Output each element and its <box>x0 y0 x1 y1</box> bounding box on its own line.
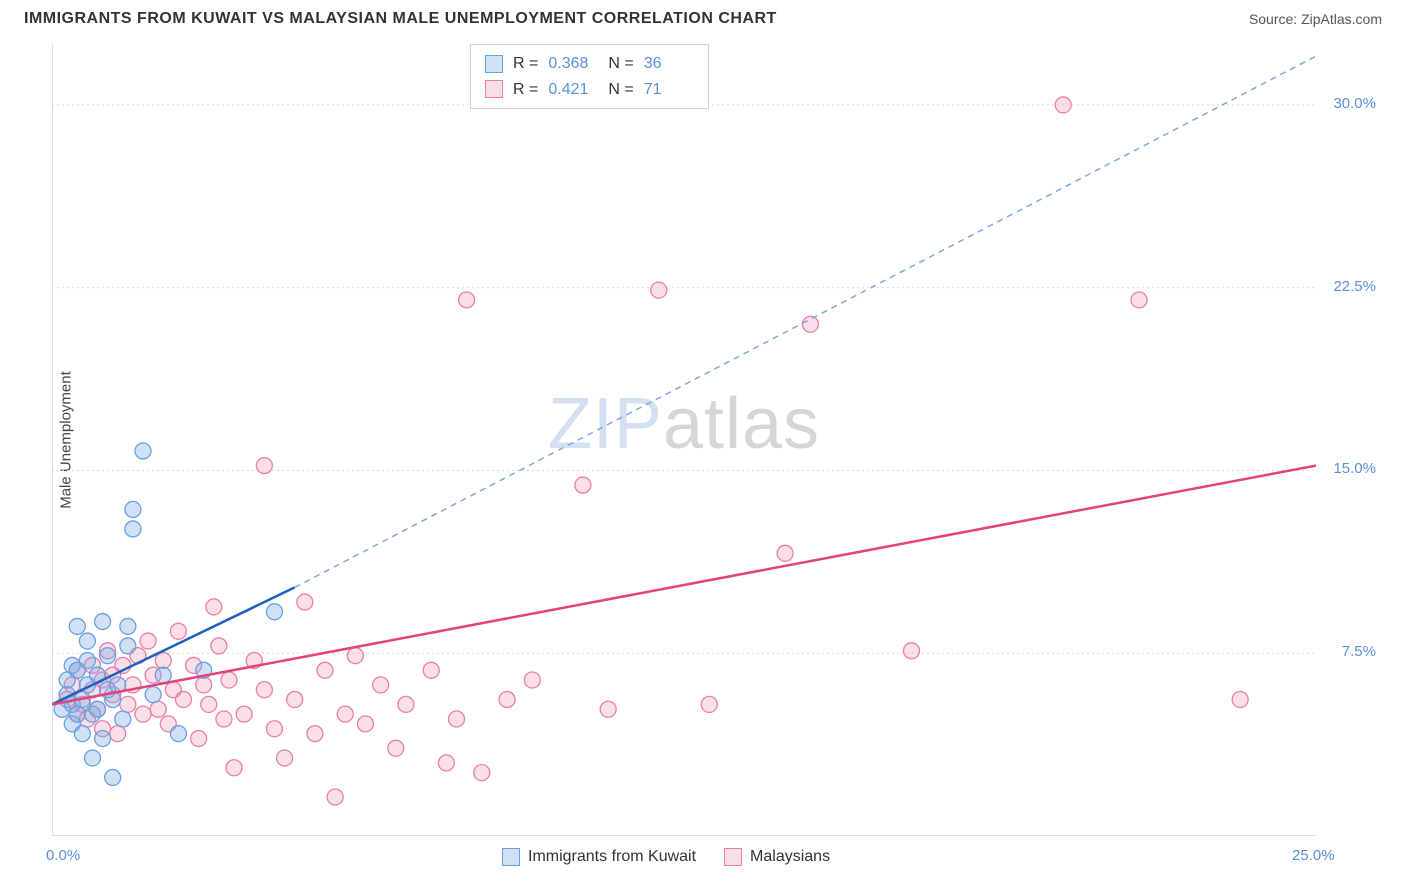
swatch-malaysians-icon <box>724 848 742 866</box>
series-malaysians <box>59 97 1248 805</box>
legend-label-kuwait: Immigrants from Kuwait <box>528 848 696 866</box>
x-tick-label: 0.0% <box>46 847 80 864</box>
legend-item-kuwait: Immigrants from Kuwait <box>502 848 696 866</box>
legend-bottom: Immigrants from Kuwait Malaysians <box>502 848 830 866</box>
y-tick-label: 30.0% <box>1333 95 1376 112</box>
chart-title: IMMIGRANTS FROM KUWAIT VS MALAYSIAN MALE… <box>24 10 777 28</box>
source-attribution: Source: ZipAtlas.com <box>1249 11 1382 27</box>
y-tick-label: 22.5% <box>1333 278 1376 295</box>
x-tick-label: 25.0% <box>1292 847 1335 864</box>
scatter-plot <box>52 44 1316 836</box>
series-kuwait <box>54 443 282 786</box>
chart-header: IMMIGRANTS FROM KUWAIT VS MALAYSIAN MALE… <box>0 0 1406 34</box>
y-tick-label: 15.0% <box>1333 460 1376 477</box>
swatch-kuwait-icon <box>485 55 503 73</box>
trend-lines <box>52 56 1316 704</box>
stats-row-kuwait: R = 0.368 N = 36 <box>485 51 694 77</box>
chart-area: Male Unemployment 7.5%15.0%22.5%30.0% 0.… <box>52 44 1316 836</box>
swatch-kuwait-icon <box>502 848 520 866</box>
swatch-malaysians-icon <box>485 80 503 98</box>
legend-item-malaysians: Malaysians <box>724 848 830 866</box>
y-tick-label: 7.5% <box>1342 643 1376 660</box>
correlation-stats-box: R = 0.368 N = 36 R = 0.421 N = 71 <box>470 44 709 109</box>
legend-label-malaysians: Malaysians <box>750 848 830 866</box>
stats-row-malaysians: R = 0.421 N = 71 <box>485 77 694 103</box>
